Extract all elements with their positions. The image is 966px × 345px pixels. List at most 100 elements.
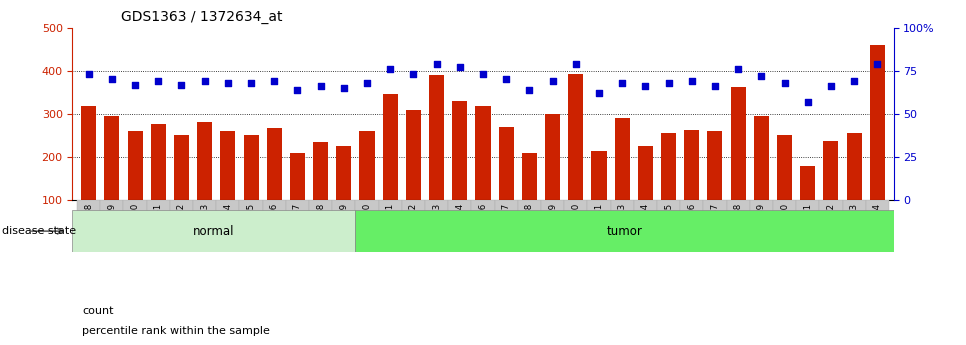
Text: GSM33172: GSM33172 xyxy=(409,203,418,250)
Text: GSM33169: GSM33169 xyxy=(339,203,349,249)
Text: GSM33183: GSM33183 xyxy=(617,203,627,250)
Point xyxy=(800,99,815,105)
Bar xyxy=(290,152,305,200)
Bar xyxy=(267,128,282,200)
Bar xyxy=(846,133,862,200)
Text: GSM33185: GSM33185 xyxy=(664,203,673,250)
Bar xyxy=(657,200,680,247)
Bar xyxy=(753,117,769,200)
Bar xyxy=(197,122,213,200)
Bar xyxy=(750,200,773,247)
Bar xyxy=(773,200,796,247)
Point xyxy=(614,80,630,86)
Bar xyxy=(777,135,792,200)
Text: GSM33179: GSM33179 xyxy=(548,203,557,249)
Text: GSM33190: GSM33190 xyxy=(780,203,789,249)
Text: GSM33180: GSM33180 xyxy=(571,203,581,250)
Bar xyxy=(475,106,491,200)
Bar xyxy=(471,200,495,247)
Bar xyxy=(174,135,189,200)
Bar xyxy=(545,114,560,200)
Point xyxy=(406,71,421,77)
Bar xyxy=(359,131,375,200)
Bar xyxy=(383,95,398,200)
Bar xyxy=(147,200,170,247)
Bar xyxy=(452,101,468,200)
Text: GSM33160: GSM33160 xyxy=(130,203,139,250)
Bar xyxy=(81,106,97,200)
Text: GSM33174: GSM33174 xyxy=(455,203,465,250)
Point xyxy=(290,87,305,92)
Bar xyxy=(726,200,750,247)
Point xyxy=(869,61,885,67)
Text: GSM33163: GSM33163 xyxy=(200,203,210,250)
Text: GSM33158: GSM33158 xyxy=(84,203,93,250)
Text: GSM33164: GSM33164 xyxy=(223,203,233,250)
Text: GSM33178: GSM33178 xyxy=(525,203,534,250)
Point xyxy=(545,78,560,84)
Bar xyxy=(309,200,332,247)
Bar xyxy=(379,200,402,247)
Point xyxy=(568,61,583,67)
Text: GSM33188: GSM33188 xyxy=(733,203,743,250)
Bar xyxy=(518,200,541,247)
Point xyxy=(684,78,699,84)
Bar xyxy=(77,200,100,247)
Bar xyxy=(128,131,143,200)
Bar xyxy=(498,127,514,200)
Bar xyxy=(819,200,842,247)
Bar xyxy=(591,150,607,200)
Bar xyxy=(313,142,328,200)
Text: GSM33184: GSM33184 xyxy=(640,203,650,250)
Point xyxy=(383,66,398,72)
Point xyxy=(707,83,723,89)
Text: GSM33168: GSM33168 xyxy=(316,203,326,250)
Text: GSM33193: GSM33193 xyxy=(850,203,859,249)
Bar xyxy=(495,200,518,247)
Text: percentile rank within the sample: percentile rank within the sample xyxy=(82,326,270,336)
Text: GSM33189: GSM33189 xyxy=(756,203,766,249)
Text: GSM33176: GSM33176 xyxy=(478,203,488,250)
Bar xyxy=(151,124,166,200)
Point xyxy=(429,61,444,67)
Point xyxy=(846,78,862,84)
Bar xyxy=(100,200,124,247)
Text: GSM33173: GSM33173 xyxy=(432,203,441,250)
Bar xyxy=(425,200,448,247)
Bar xyxy=(522,152,537,200)
Bar xyxy=(564,200,587,247)
Point xyxy=(638,83,653,89)
Bar xyxy=(661,133,676,200)
Point xyxy=(313,83,328,89)
Bar xyxy=(614,118,630,200)
Point xyxy=(777,80,792,86)
Bar xyxy=(587,200,611,247)
Text: GSM33170: GSM33170 xyxy=(362,203,372,250)
Bar xyxy=(355,200,379,247)
Bar xyxy=(680,200,703,247)
FancyBboxPatch shape xyxy=(355,210,894,252)
Text: GSM33159: GSM33159 xyxy=(107,203,116,249)
Bar xyxy=(866,200,889,247)
Bar xyxy=(611,200,634,247)
Text: GSM33191: GSM33191 xyxy=(803,203,812,249)
Text: GSM33186: GSM33186 xyxy=(687,203,696,250)
Point xyxy=(128,82,143,87)
Bar xyxy=(243,135,259,200)
Text: GSM33194: GSM33194 xyxy=(873,203,882,249)
Bar xyxy=(730,87,746,200)
Bar xyxy=(634,200,657,247)
Bar xyxy=(707,131,723,200)
Point xyxy=(104,77,120,82)
Bar xyxy=(429,75,444,200)
Text: GSM33192: GSM33192 xyxy=(827,203,836,249)
Bar xyxy=(406,110,421,200)
Bar xyxy=(286,200,309,247)
Bar xyxy=(568,74,583,200)
Bar xyxy=(684,130,699,200)
Bar xyxy=(220,131,236,200)
Bar xyxy=(170,200,193,247)
Bar xyxy=(703,200,726,247)
Text: GSM33165: GSM33165 xyxy=(246,203,256,250)
Point xyxy=(661,80,676,86)
